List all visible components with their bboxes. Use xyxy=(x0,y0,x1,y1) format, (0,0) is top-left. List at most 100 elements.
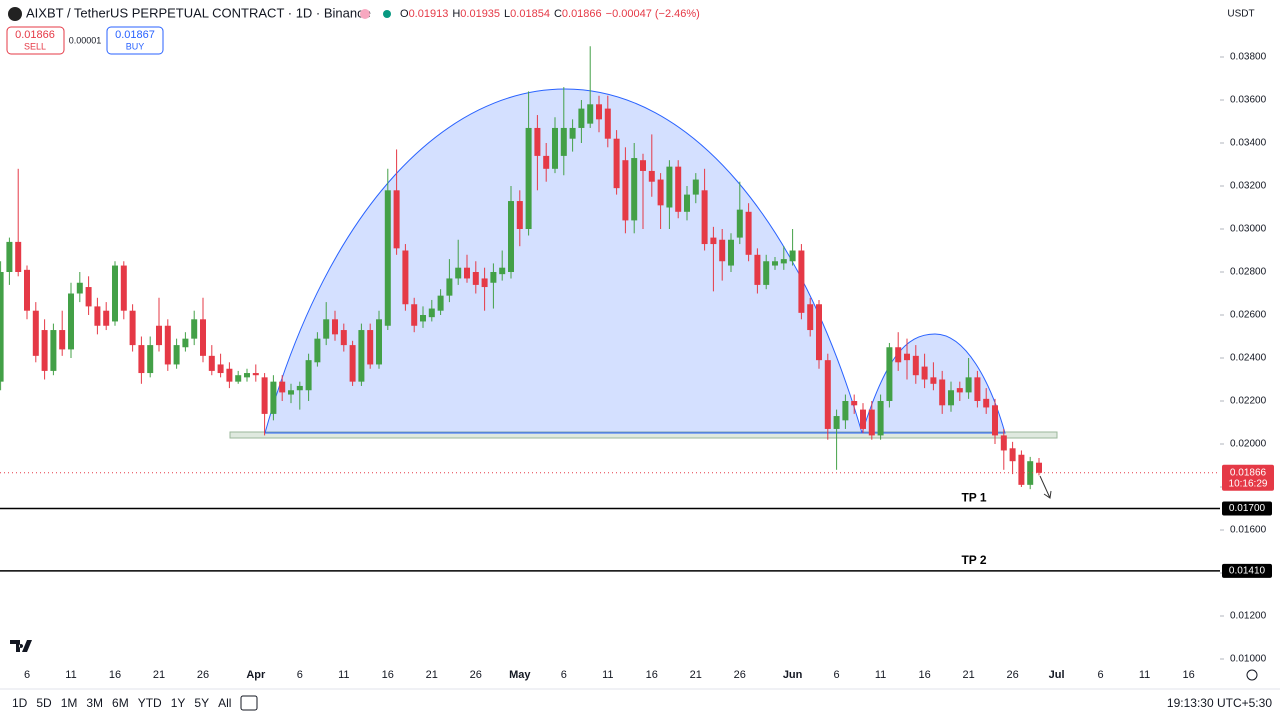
range-button[interactable]: 5D xyxy=(36,696,52,710)
candle-body xyxy=(323,319,330,339)
ohlc-value: 0.01913 xyxy=(409,8,449,20)
y-tick-label: 0.01600 xyxy=(1230,525,1267,536)
candle-body xyxy=(525,127,532,229)
candle-body xyxy=(15,241,22,272)
candle-body xyxy=(860,409,866,429)
candle-body xyxy=(420,315,426,322)
candle-body xyxy=(332,319,338,335)
settings-button[interactable] xyxy=(1246,669,1258,681)
candle-body xyxy=(367,330,374,365)
y-tick-label: 0.02800 xyxy=(1230,267,1267,278)
x-tick-label: 26 xyxy=(1006,669,1018,681)
candle-body xyxy=(24,269,30,311)
sell-button[interactable] xyxy=(6,26,65,55)
range-button[interactable]: 5Y xyxy=(194,696,209,710)
candle-body xyxy=(613,138,620,189)
target-label: 0.01700 xyxy=(1229,503,1266,514)
target-name: TP 1 xyxy=(961,491,986,505)
candle-body xyxy=(816,304,822,361)
candle-body xyxy=(622,160,629,221)
direction-arrow xyxy=(1039,475,1052,499)
candle-body xyxy=(164,325,171,365)
candle-body xyxy=(305,360,312,391)
candle-body xyxy=(402,250,409,305)
candle-body xyxy=(701,190,708,245)
date-range-button[interactable] xyxy=(240,695,258,711)
candle-body xyxy=(948,390,954,406)
sell-label[interactable]: SELL xyxy=(24,41,46,51)
range-button[interactable]: 3M xyxy=(86,696,103,710)
x-tick-label: 16 xyxy=(646,669,658,681)
currency-button[interactable] xyxy=(1222,3,1266,25)
target-name: TP 2 xyxy=(961,553,986,567)
range-button[interactable]: YTD xyxy=(138,696,162,710)
range-button[interactable]: All xyxy=(218,696,231,710)
range-button[interactable]: 1M xyxy=(61,696,78,710)
candle-body xyxy=(904,353,910,361)
candle-body xyxy=(296,385,303,391)
y-tick-label: 0.03600 xyxy=(1230,95,1267,106)
y-tick-label: 0.02200 xyxy=(1230,396,1267,407)
candle-body xyxy=(1000,435,1007,451)
candle-body xyxy=(41,330,48,371)
candle-body xyxy=(112,265,118,322)
candle-body xyxy=(279,381,286,393)
candle-body xyxy=(376,319,382,365)
buy-button[interactable] xyxy=(106,26,164,55)
candle-body xyxy=(340,330,347,346)
x-tick-label: 11 xyxy=(875,669,886,681)
ohlc-value: 0.01935 xyxy=(460,8,500,20)
candle-body xyxy=(719,239,726,262)
candle-body xyxy=(965,377,972,393)
candle-body xyxy=(534,127,541,156)
last-price-label: 0.01866 xyxy=(1230,467,1267,478)
candle-body xyxy=(604,108,611,139)
x-tick-label: 11 xyxy=(1139,669,1150,681)
candle-body xyxy=(939,379,946,406)
candle-body xyxy=(596,104,602,120)
buy-label[interactable]: BUY xyxy=(126,41,145,51)
x-tick-label: 21 xyxy=(690,669,702,681)
symbol-icon xyxy=(8,7,22,21)
candle-body xyxy=(428,308,435,318)
x-tick-label: 6 xyxy=(297,669,303,681)
candle-body xyxy=(772,261,778,266)
y-tick-label: 0.03000 xyxy=(1230,224,1267,235)
x-tick-label: 11 xyxy=(65,669,76,681)
range-button[interactable]: 1D xyxy=(12,696,28,710)
y-tick-label: 0.02000 xyxy=(1230,439,1267,450)
candle-body xyxy=(384,190,391,326)
candle-body xyxy=(851,401,858,406)
y-tick-label: 0.03200 xyxy=(1230,181,1267,192)
candle-body xyxy=(684,194,690,212)
candle-body xyxy=(710,237,717,245)
candle-body xyxy=(508,201,514,272)
x-tick-label: 26 xyxy=(734,669,746,681)
range-button[interactable]: 1Y xyxy=(171,696,186,710)
buy-price[interactable]: 0.01867 xyxy=(115,29,155,41)
candle-body xyxy=(85,287,92,307)
currency[interactable]: USDT xyxy=(1227,9,1254,20)
candle-body xyxy=(464,267,470,279)
spread: 0.00001 xyxy=(69,35,102,45)
candle-body xyxy=(912,355,919,376)
candle-body xyxy=(1018,454,1025,485)
sell-price[interactable]: 0.01866 xyxy=(15,29,55,41)
change: −0.00047 (−2.46%) xyxy=(606,8,700,20)
candle-body xyxy=(807,304,814,331)
candle-body xyxy=(578,108,585,128)
candle-body xyxy=(587,104,594,124)
range-button[interactable]: 6M xyxy=(112,696,129,710)
candle-body xyxy=(261,377,268,414)
candle-body xyxy=(200,319,206,356)
y-tick-label: 0.01000 xyxy=(1230,654,1267,665)
x-tick-label: 16 xyxy=(1182,669,1194,681)
candle-body xyxy=(780,259,787,264)
candle-body xyxy=(930,377,937,384)
x-tick-label: 21 xyxy=(153,669,165,681)
x-tick-label: 21 xyxy=(426,669,438,681)
x-tick-label: 11 xyxy=(338,669,349,681)
candle-body xyxy=(0,272,4,382)
candle-body xyxy=(472,272,479,285)
candle-body xyxy=(1027,461,1034,485)
